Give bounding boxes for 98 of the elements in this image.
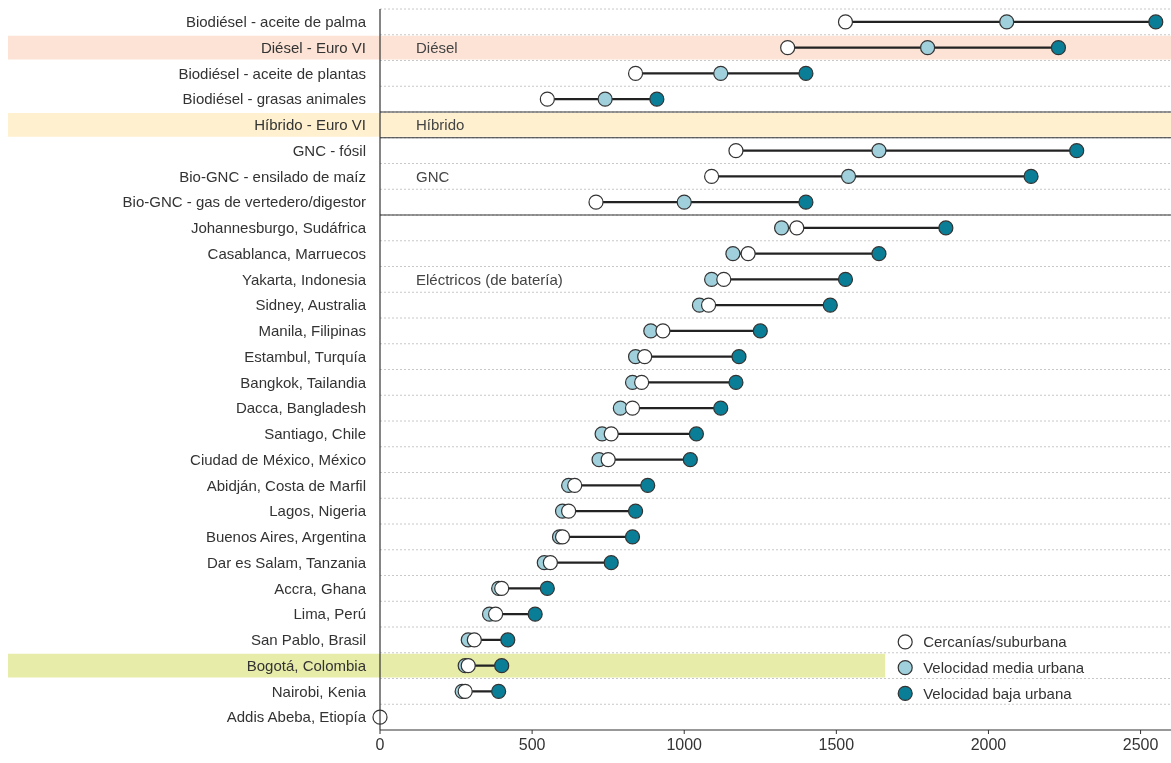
point xyxy=(624,529,641,545)
y-tick-label: Estambul, Turquía xyxy=(244,347,367,365)
annotation: Diésel xyxy=(416,38,458,56)
point xyxy=(1148,14,1164,30)
point xyxy=(871,246,887,262)
y-tick-label: Ciudad de México, México xyxy=(190,450,366,468)
x-tick-label: 2500 xyxy=(1122,736,1159,753)
annotation: GNC xyxy=(416,167,450,185)
point xyxy=(466,632,482,648)
y-tick-label: Dacca, Bangladesh xyxy=(235,399,366,417)
point xyxy=(567,477,583,493)
x-tick-label: 0 xyxy=(375,736,385,753)
legend-label: Velocidad media urbana xyxy=(923,658,1085,676)
point xyxy=(542,555,558,571)
y-tick-label: Biodiésel - aceite de palma xyxy=(185,13,367,31)
point xyxy=(704,168,720,184)
point xyxy=(491,683,507,699)
point xyxy=(655,323,671,339)
point xyxy=(938,220,954,236)
point xyxy=(561,503,577,519)
point xyxy=(731,349,747,365)
point xyxy=(588,194,604,210)
y-tick-label: Dar es Salam, Tanzania xyxy=(207,553,367,571)
y-tick-label: Accra, Ghana xyxy=(274,579,367,597)
point xyxy=(688,426,704,442)
y-tick-label: Manila, Filipinas xyxy=(258,322,366,340)
x-tick-label: 2000 xyxy=(970,736,1007,753)
x-tick-label: 1500 xyxy=(818,736,855,753)
point xyxy=(676,194,692,210)
point xyxy=(624,400,641,416)
point xyxy=(780,40,796,56)
point xyxy=(649,91,665,107)
y-tick-label: Lagos, Nigeria xyxy=(269,502,367,520)
point xyxy=(837,14,854,30)
x-tick-label: 1000 xyxy=(666,736,703,753)
point xyxy=(773,220,790,236)
y-tick-label: Johannesburgo, Sudáfrica xyxy=(190,219,367,237)
point xyxy=(752,323,768,339)
point xyxy=(1050,40,1067,56)
point xyxy=(640,477,656,493)
y-tick-label: Bogotá, Colombia xyxy=(246,656,367,674)
annotation: Híbrido xyxy=(416,116,465,134)
point xyxy=(798,65,814,81)
legend-label: Cercanías/suburbana xyxy=(923,633,1068,651)
point xyxy=(1023,168,1039,184)
point xyxy=(700,297,717,313)
y-tick-label: Buenos Aires, Argentina xyxy=(205,528,367,546)
point xyxy=(527,606,543,622)
point xyxy=(603,426,619,442)
point xyxy=(999,14,1015,30)
point xyxy=(539,580,555,596)
y-tick-label: Lima, Perú xyxy=(293,605,366,623)
point xyxy=(837,271,854,287)
point xyxy=(1069,143,1085,159)
y-tick-label: Bio-GNC - ensilado de maíz xyxy=(179,167,366,185)
legend-label: Velocidad baja urbana xyxy=(923,684,1073,702)
point xyxy=(920,40,936,56)
point xyxy=(713,400,729,416)
point xyxy=(713,65,729,81)
y-tick-label: Yakarta, Indonesia xyxy=(242,270,367,288)
y-tick-label: Nairobi, Kenia xyxy=(271,682,367,700)
point xyxy=(627,503,644,519)
y-tick-label: Bio-GNC - gas de vertedero/digestor xyxy=(122,193,366,211)
y-tick-label: Bangkok, Tailandia xyxy=(240,373,367,391)
y-tick-label: Abidján, Costa de Marfil xyxy=(206,476,366,494)
point xyxy=(539,91,555,107)
y-tick-label: Santiago, Chile xyxy=(264,425,366,443)
annotation: Eléctricos (de batería) xyxy=(416,270,563,288)
point xyxy=(789,220,805,236)
point xyxy=(682,452,698,468)
y-tick-label: Biodiésel - aceite de plantas xyxy=(178,64,366,82)
y-tick-label: GNC - fósil xyxy=(292,141,366,159)
point xyxy=(728,143,744,159)
point xyxy=(871,143,887,159)
point xyxy=(740,246,756,262)
y-tick-label: Biodiésel - grasas animales xyxy=(182,90,366,108)
y-tick-label: Diésel - Euro VI xyxy=(260,38,366,56)
y-tick-label: Sidney, Australia xyxy=(255,296,367,314)
point xyxy=(597,91,613,107)
x-tick-label: 500 xyxy=(518,736,546,753)
point xyxy=(822,297,838,313)
point xyxy=(728,374,744,390)
y-tick-label: San Pablo, Brasil xyxy=(250,631,366,649)
point xyxy=(600,452,616,468)
point xyxy=(634,374,650,390)
point xyxy=(840,168,857,184)
point xyxy=(627,65,644,81)
y-tick-label: Addis Abeba, Etiopía xyxy=(226,708,367,726)
y-tick-label: Híbrido - Euro VI xyxy=(254,116,366,134)
y-tick-label: Casablanca, Marruecos xyxy=(207,244,366,262)
point xyxy=(716,271,732,287)
point xyxy=(494,658,510,674)
point xyxy=(798,194,814,210)
point xyxy=(725,246,741,262)
point xyxy=(603,555,619,571)
point xyxy=(637,349,653,365)
point xyxy=(500,632,516,648)
point xyxy=(488,606,504,622)
